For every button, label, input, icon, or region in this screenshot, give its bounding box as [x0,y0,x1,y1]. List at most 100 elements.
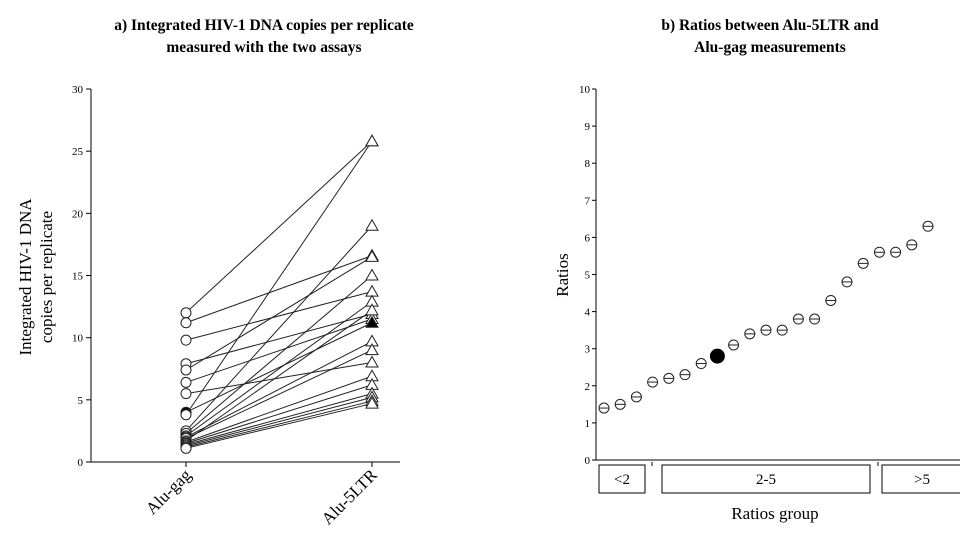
panel-a: a) Integrated HIV-1 DNA copies per repli… [16,17,414,528]
ratio-point [825,294,837,306]
alu-gag-point [180,388,192,400]
ratio-point-highlight [709,348,725,364]
group-box-lt2 [598,464,646,494]
group-label-2-5: 2-5 [756,472,776,488]
panel-b-group-boxes: <2 2-5 >5 [598,462,960,494]
group-label-gt5: >5 [914,472,930,488]
ratio-point [857,257,869,269]
alu-gag-point [180,376,192,388]
panel-a-ytick-label: 25 [72,146,84,158]
panel-a-markers [180,134,379,454]
panel-a-ytick-label: 10 [72,333,84,345]
panel-b-ytick-label: 8 [585,158,591,170]
alu-5ltr-point [365,249,379,262]
panel-b-ytick-label: 10 [579,84,591,96]
ratio-point [760,324,772,336]
panel-b-ytick-label: 4 [585,307,591,319]
ratio-point [679,369,691,381]
panel-b-ytick-label: 3 [585,344,591,356]
panel-b-ytick-label: 9 [585,121,591,133]
alu-5ltr-point [365,134,379,147]
alu-gag-point [180,364,192,376]
ratio-point [841,276,853,288]
pair-line [185,362,373,395]
ratio-point [695,358,707,370]
panel-a-ylabel-line-1: Integrated HIV-1 DNA [16,198,35,356]
group-box-2-5 [661,464,871,494]
ratio-point [728,339,740,351]
panel-a-ylabel-line-2: copies per replicate [37,211,56,343]
pair-line [185,140,373,314]
pair-line [185,313,373,365]
group-box-gt5 [881,464,960,494]
ratio-point [663,372,675,384]
alu-5ltr-point-highlight [365,315,379,328]
pair-line [185,396,373,447]
pair-line [185,400,373,448]
panel-b-ylabel: Ratios [553,253,572,296]
panel-b-ytick-label: 1 [585,418,591,430]
pair-line [185,291,373,341]
panel-b-ytick-label: 6 [585,232,591,244]
panel-a-ytick-label: 20 [72,208,84,220]
ratio-point [873,246,885,258]
ratio-point [906,239,918,251]
alu-gag-point [180,307,192,319]
ratio-point [598,402,610,414]
panel-a-y-axis-label: Integrated HIV-1 DNA copies per replicat… [16,198,56,356]
ratio-point [809,313,821,325]
ratio-point [630,391,642,403]
panel-b-ytick-label: 2 [585,381,591,393]
panel-a-y-ticks: 0 5 10 15 20 25 30 [72,84,91,469]
panel-b-points [598,220,934,414]
alu-5ltr-point [365,218,379,231]
panel-b-y-ticks: 0 1 2 3 4 5 6 7 8 9 10 [579,84,596,467]
pair-line [185,275,373,434]
ratio-point [647,376,659,388]
panel-a-x-ticks: Alu-gag Alu-5LTR [142,462,381,528]
alu-gag-point [180,442,192,454]
alu-5ltr-point [365,355,379,368]
pair-line [185,256,373,371]
pair-line [185,301,373,437]
ratio-point [890,246,902,258]
ratio-point [744,328,756,340]
group-label-lt2: <2 [614,472,630,488]
panel-b-ytick-label: 5 [585,270,591,282]
alu-gag-point [180,317,192,329]
ratio-point [614,398,626,410]
pair-line [185,384,373,444]
panel-a-ytick-label: 30 [72,84,84,96]
ratio-point [776,324,788,336]
panel-b-ytick-label: 0 [585,455,591,467]
pair-line [185,349,373,439]
ratio-point [792,313,804,325]
alu-5ltr-point [365,268,379,281]
pair-line [185,403,373,449]
panel-a-ytick-label: 0 [78,457,84,469]
alu-5ltr-point [365,396,379,409]
pair-line [185,225,373,432]
pair-line [185,340,373,438]
panel-a-ytick-label: 15 [72,271,84,283]
panel-b: b) Ratios between Alu-5LTR and Alu-gag m… [553,17,960,523]
panel-b-ytick-label: 7 [585,195,591,207]
panel-b-xlabel: Ratios group [731,504,818,523]
ratio-point [922,220,934,232]
pair-line [185,375,373,443]
panel-a-pair-lines [185,140,373,449]
panel-b-title-line-2: Alu-gag measurements [694,39,846,56]
panel-b-title-line-1: b) Ratios between Alu-5LTR and [661,17,879,34]
panel-a-title-line-2: measured with the two assays [166,39,361,56]
panel-a-title-line-1: a) Integrated HIV-1 DNA copies per repli… [114,17,414,34]
pair-line [185,309,373,442]
pair-line [185,393,373,446]
alu-gag-point [180,334,192,346]
alu-gag-point [180,409,192,421]
pair-line [185,140,373,416]
panel-a-xtick-label: Alu-5LTR [318,465,382,529]
pair-line [185,255,373,324]
pair-line [185,318,373,383]
panel-a-xtick-label: Alu-gag [142,465,195,518]
